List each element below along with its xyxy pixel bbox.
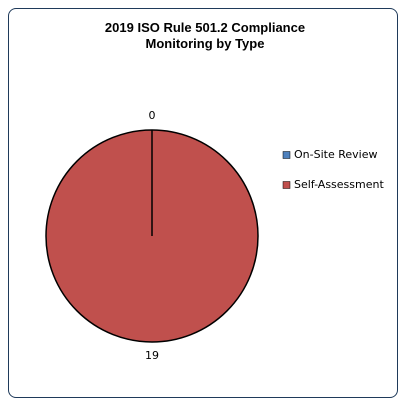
legend-label: Self-Assessment (294, 178, 384, 191)
data-label: 0 (149, 109, 156, 122)
chart-frame (8, 8, 398, 398)
legend-swatch (282, 151, 291, 159)
legend-swatch (282, 181, 291, 189)
legend-label: On-Site Review (294, 148, 377, 161)
chart-title: 2019 ISO Rule 501.2 Compliance Monitorin… (104, 20, 306, 51)
data-label: 19 (145, 349, 159, 362)
